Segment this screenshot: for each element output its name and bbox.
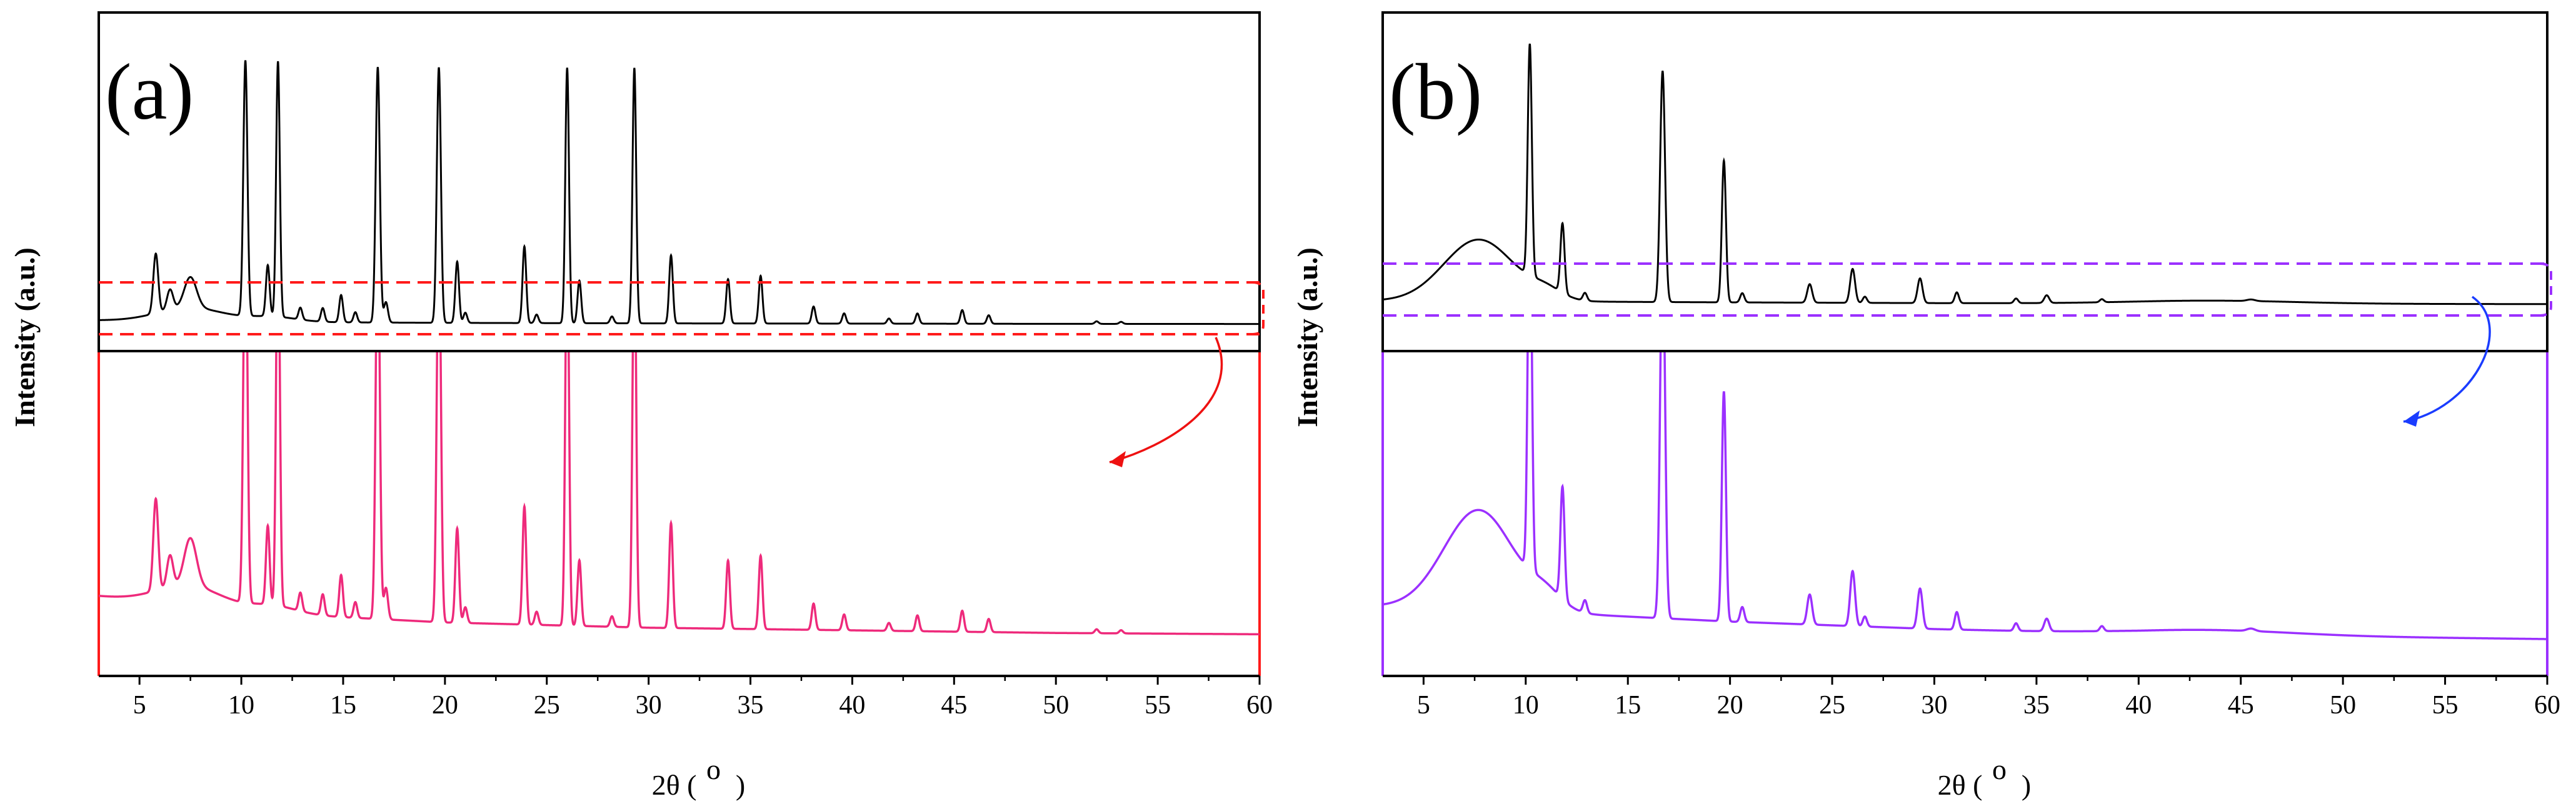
panel-b-x-axis-title: 2θ (: [1938, 769, 1983, 801]
panel-a-x-axis-title: 2θ (: [652, 769, 697, 801]
panel-a-x-tick-label: 15: [330, 691, 356, 720]
panel-b-x-tick-label: 50: [2330, 691, 2356, 720]
panel-a-zoom-arrow: [1109, 337, 1223, 464]
panel-a-x-tick-label: 20: [432, 691, 458, 720]
panel-a-x-tick-label: 45: [941, 691, 967, 720]
panel-b-inset-frame: [1381, 11, 2548, 352]
panel-a-x-tick-label: 35: [738, 691, 764, 720]
panel-a: 5 10 15 20 25 30 35 40 45 50 55 60 2θ ( o) Intensity (…: [9, 11, 1273, 801]
panel-b-x-tick-label: 40: [2125, 691, 2152, 720]
panel-b-x-axis-unit: o: [1992, 753, 2007, 785]
panel-b-x-tick-label: 15: [1615, 691, 1641, 720]
panel-a-inset-series-line: [99, 60, 1260, 325]
panel-b-y-axis-title: Intensity (a.u.): [1291, 247, 1323, 427]
panel-b-inset-series-line: [1383, 43, 2547, 305]
panel-b-x-tick-label: 10: [1513, 691, 1539, 720]
panel-b-x-axis-close-paren: ): [2022, 769, 2031, 801]
panel-b-x-tick-label: 55: [2432, 691, 2458, 720]
panel-a-x-tick-label: 40: [839, 691, 865, 720]
panel-b-zoom-box-end: [2539, 262, 2552, 317]
panel-b-x-tick-label: 45: [2228, 691, 2254, 720]
panel-a-x-tick-label: 5: [133, 691, 146, 720]
panel-a-main-series-line: [99, 351, 1260, 636]
panel-a-x-axis-unit: o: [706, 753, 721, 785]
panel-b: 5 10 15 20 25 30 35 40 45 50 55 60 2θ ( o) Intensity (…: [1291, 11, 2560, 801]
panel-a-x-tick-label: 50: [1043, 691, 1069, 720]
panel-b-x-tick-label: 30: [1921, 691, 1947, 720]
panel-a-x-tick-label: 60: [1246, 691, 1273, 720]
panel-b-label: (b): [1389, 47, 1482, 136]
panel-b-zoom-arrow: [2403, 295, 2491, 423]
panel-a-inset-frame: [98, 11, 1261, 352]
panel-b-x-tick-label: 35: [2023, 691, 2050, 720]
panel-b-zoom-arrowhead: [2403, 410, 2420, 427]
panel-a-zoom-box-end: [1251, 281, 1265, 335]
panel-a-x-tick-label: 25: [534, 691, 560, 720]
panel-a-x-tick-label: 10: [228, 691, 254, 720]
panel-b-main-series-line: [1383, 351, 2547, 640]
panel-b-x-tick-label: 5: [1417, 691, 1430, 720]
panel-a-zoom-arrowhead: [1110, 451, 1126, 467]
panel-b-x-tick-label: 20: [1717, 691, 1743, 720]
panel-a-y-axis-title: Intensity (a.u.): [9, 247, 41, 427]
panel-a-x-tick-label: 30: [636, 691, 662, 720]
panel-a-label: (a): [105, 47, 194, 136]
panel-a-x-tick-label: 55: [1145, 691, 1171, 720]
panel-a-x-axis-close-paren: ): [736, 769, 745, 801]
panel-b-x-tick-label: 25: [1819, 691, 1845, 720]
panel-b-x-tick-label: 60: [2534, 691, 2560, 720]
